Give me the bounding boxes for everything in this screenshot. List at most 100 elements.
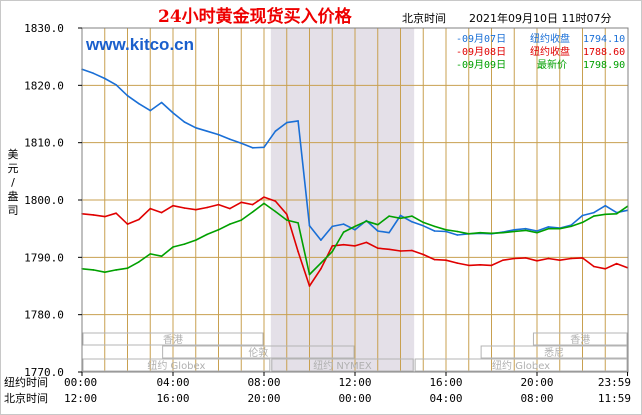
series-point — [524, 227, 527, 230]
series-point — [342, 231, 345, 233]
series-point — [570, 225, 572, 228]
series-point — [297, 222, 299, 224]
y-tick-label: 1820.0 — [24, 79, 64, 92]
series-point — [376, 230, 379, 232]
legend-dash-sep09: - — [456, 60, 462, 71]
series-point — [365, 220, 368, 223]
series-point — [183, 243, 186, 245]
series-point — [433, 258, 436, 261]
chart-title: 24小时黄金现货买入价格 — [158, 6, 353, 27]
series-point — [126, 94, 129, 97]
series-point — [547, 257, 550, 260]
series-point — [422, 253, 425, 256]
watermark-url: www.kitco.cn — [85, 35, 194, 54]
series-point — [194, 208, 197, 211]
series-point — [331, 245, 334, 247]
legend-date-sep08: 09月08日 — [462, 46, 506, 58]
series-point — [138, 261, 140, 263]
series-point — [217, 133, 220, 136]
series-point — [615, 262, 618, 265]
price-series — [81, 68, 629, 287]
series-point — [149, 109, 152, 112]
series-point — [206, 130, 208, 132]
series-point — [456, 230, 459, 233]
series-point — [422, 225, 425, 227]
session-box — [532, 332, 628, 346]
series-point — [342, 223, 345, 225]
x-tick-label: 08:00 — [520, 392, 553, 405]
series-point — [308, 225, 311, 227]
series-point — [115, 269, 117, 271]
session-box — [414, 358, 628, 372]
series-point — [115, 212, 117, 214]
series-point — [263, 196, 265, 198]
session-label: 纽约 Globex — [492, 359, 550, 372]
legend-dash-sep07: - — [456, 34, 462, 45]
series-point — [411, 249, 413, 252]
series-point — [308, 285, 311, 287]
series-point — [274, 130, 277, 132]
series-point — [445, 259, 447, 262]
legend-value-sep09: 1798.90 — [583, 60, 625, 71]
y-axis-label: 美元/盎司 — [8, 148, 19, 217]
series-point — [479, 231, 481, 234]
x-tick-label: 00:00 — [64, 376, 97, 389]
series-point — [456, 234, 459, 236]
timezone-label: 北京时间 — [402, 11, 446, 25]
y-tick-label: 1830.0 — [24, 22, 64, 35]
timestamp: 2021年09月10日 11时07分 — [469, 11, 611, 25]
series-point — [547, 226, 550, 228]
x-row-label: 纽约时间 — [4, 375, 48, 389]
series-point — [581, 214, 584, 217]
session-box — [82, 358, 271, 372]
series-point — [251, 147, 254, 149]
series-point — [183, 121, 186, 123]
x-tick-label: 00:00 — [338, 392, 371, 405]
series-point — [183, 207, 186, 209]
legend-date-sep09: 09月09日 — [462, 59, 506, 71]
series-point — [172, 204, 174, 207]
session-box — [82, 332, 264, 346]
series-point — [604, 213, 607, 216]
series-point — [92, 269, 95, 271]
legend-date-sep07: 09月07日 — [462, 33, 506, 45]
y-tick-label: 1780.0 — [24, 309, 64, 322]
x-tick-label: 16:00 — [156, 392, 189, 405]
series-point — [388, 215, 390, 217]
series-point — [502, 259, 504, 262]
series-point — [615, 212, 618, 215]
series-point — [513, 257, 516, 260]
series-point — [274, 210, 277, 213]
session-label: 纽约 NYMEX — [313, 359, 372, 372]
series-point — [388, 231, 390, 234]
session-label: 香港 — [163, 334, 183, 346]
series-point — [217, 203, 220, 206]
series-point — [149, 253, 152, 255]
series-point — [263, 146, 265, 149]
series-point — [581, 221, 584, 224]
series-point — [285, 121, 288, 124]
legend: 09月07日 纽约收盘 1794.10 09月08日 纽约收盘 1788.60 … — [456, 32, 625, 71]
series-point — [581, 257, 584, 259]
series-point — [172, 246, 174, 248]
series-point — [411, 220, 413, 223]
legend-label-sep09: 最新价 — [537, 58, 567, 71]
session-box — [480, 345, 628, 359]
x-tick-label: 12:00 — [64, 392, 97, 405]
series-point — [524, 257, 527, 259]
series-point — [536, 230, 538, 232]
series-point — [467, 233, 470, 235]
series-point — [160, 211, 163, 214]
series-point — [354, 245, 356, 247]
series-point — [399, 250, 402, 252]
series-point — [240, 201, 243, 204]
series-point — [297, 250, 299, 253]
series-point — [149, 207, 152, 210]
x-tick-label: 04:00 — [429, 392, 462, 405]
session-label: 纽约 Globex — [147, 359, 205, 372]
series-point — [445, 229, 447, 231]
series-point — [251, 203, 254, 206]
x-tick-label: 23:59 — [598, 376, 631, 389]
